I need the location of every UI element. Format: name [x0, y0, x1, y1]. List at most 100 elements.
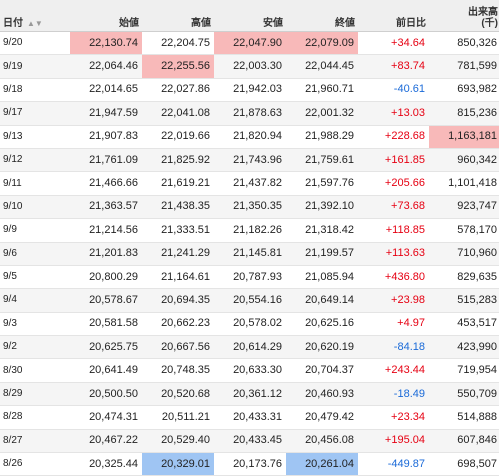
- low-cell: 22,003.30: [214, 54, 286, 79]
- volume-cell: 710,960: [429, 242, 499, 266]
- change-cell: -84.18: [358, 335, 429, 360]
- volume-cell: 693,982: [429, 78, 499, 103]
- change-cell: +13.03: [358, 101, 429, 126]
- open-cell: 20,325.44: [70, 452, 142, 476]
- high-cell: 22,027.86: [142, 78, 214, 103]
- low-cell: 21,437.82: [214, 171, 286, 196]
- open-cell: 21,214.56: [70, 218, 142, 243]
- change-cell: +34.64: [358, 31, 429, 56]
- date-cell: 9/20: [0, 31, 70, 56]
- open-cell: 21,201.83: [70, 242, 142, 266]
- close-cell: 20,649.14: [286, 288, 358, 313]
- date-column-header[interactable]: 日付 ▲▼: [0, 0, 70, 32]
- table-header-row: 日付 ▲▼ 始値 高値 安値 終値 前日比 出来高 (千): [0, 0, 499, 32]
- volume-cell: 550,709: [429, 382, 499, 407]
- change-cell: +113.63: [358, 242, 429, 266]
- table-row: 8/29 20,500.50 20,520.68 20,361.12 20,460.93…: [0, 382, 499, 407]
- volume-cell: 781,599: [429, 54, 499, 79]
- close-cell: 20,704.37: [286, 358, 358, 383]
- high-cell: 21,825.92: [142, 148, 214, 173]
- table-row: 8/30 20,641.49 20,748.35 20,633.30 20,704.37…: [0, 358, 499, 383]
- low-cell: 21,878.63: [214, 101, 286, 126]
- table-row: 8/26 20,325.44 20,329.01 20,173.76 20,261.04…: [0, 452, 499, 476]
- low-cell: 20,361.12: [214, 382, 286, 407]
- change-cell: +73.68: [358, 195, 429, 220]
- high-cell: 20,667.56: [142, 335, 214, 360]
- change-cell: -40.61: [358, 78, 429, 103]
- change-cell: -449.87: [358, 452, 429, 476]
- close-cell: 21,392.10: [286, 195, 358, 220]
- open-cell: 22,014.65: [70, 78, 142, 103]
- close-column-header: 終値: [286, 0, 358, 32]
- open-cell: 20,800.29: [70, 265, 142, 290]
- date-cell: 9/11: [0, 171, 70, 196]
- high-cell: 20,511.21: [142, 405, 214, 430]
- close-cell: 21,318.42: [286, 218, 358, 243]
- table-row: 9/6 21,201.83 21,241.29 21,145.81 21,199.57 +…: [0, 242, 499, 266]
- volume-cell: 578,170: [429, 218, 499, 243]
- close-cell: 22,001.32: [286, 101, 358, 126]
- low-column-header: 安値: [214, 0, 286, 32]
- close-cell: 21,085.94: [286, 265, 358, 290]
- low-cell: 20,433.31: [214, 405, 286, 430]
- change-column-header: 前日比: [358, 0, 429, 32]
- volume-cell: 850,326: [429, 31, 499, 56]
- volume-cell: 514,888: [429, 405, 499, 430]
- change-cell: +4.97: [358, 312, 429, 337]
- close-cell: 20,620.19: [286, 335, 358, 360]
- high-cell: 20,748.35: [142, 358, 214, 383]
- change-cell: +118.85: [358, 218, 429, 243]
- change-cell: +243.44: [358, 358, 429, 383]
- table-row: 9/11 21,466.66 21,619.21 21,437.82 21,597.76…: [0, 171, 499, 196]
- volume-cell: 515,283: [429, 288, 499, 313]
- date-cell: 9/17: [0, 101, 70, 126]
- close-cell: 22,044.45: [286, 54, 358, 79]
- low-cell: 20,173.76: [214, 452, 286, 476]
- open-cell: 21,761.09: [70, 148, 142, 173]
- high-cell: 21,241.29: [142, 242, 214, 266]
- high-cell: 22,041.08: [142, 101, 214, 126]
- date-cell: 8/30: [0, 358, 70, 383]
- open-cell: 21,363.57: [70, 195, 142, 220]
- volume-unit-label: (千): [481, 18, 498, 29]
- table-row: 9/2 20,625.75 20,667.56 20,614.29 20,620.19-…: [0, 335, 499, 360]
- open-column-header: 始値: [70, 0, 142, 32]
- date-cell: 9/5: [0, 265, 70, 290]
- table-row: 9/12 21,761.09 21,825.92 21,743.96 21,759.61…: [0, 148, 499, 173]
- date-cell: 9/12: [0, 148, 70, 173]
- table-row: 9/3 20,581.58 20,662.23 20,578.02 20,625.16 +…: [0, 312, 499, 337]
- low-cell: 20,433.45: [214, 429, 286, 454]
- change-cell: +83.74: [358, 54, 429, 79]
- date-cell: 9/3: [0, 312, 70, 337]
- date-cell: 9/18: [0, 78, 70, 103]
- date-cell: 8/26: [0, 452, 70, 476]
- table-row: 9/13 21,907.83 22,019.66 21,820.94 21,988.29…: [0, 125, 499, 149]
- date-cell: 8/27: [0, 429, 70, 454]
- close-cell: 21,988.29: [286, 125, 358, 149]
- close-cell: 20,261.04: [286, 452, 358, 476]
- close-cell: 20,456.08: [286, 429, 358, 454]
- low-cell: 20,614.29: [214, 335, 286, 360]
- volume-cell: 1,101,418: [429, 171, 499, 196]
- low-cell: 20,633.30: [214, 358, 286, 383]
- date-cell: 9/9: [0, 218, 70, 243]
- open-cell: 20,500.50: [70, 382, 142, 407]
- volume-cell: 719,954: [429, 358, 499, 383]
- table-row: 9/10 21,363.57 21,438.35 21,350.35 21,392.10…: [0, 195, 499, 220]
- table-row: 9/9 21,214.56 21,333.51 21,182.26 21,318.42 +…: [0, 218, 499, 243]
- date-cell: 9/6: [0, 242, 70, 266]
- volume-cell: 815,236: [429, 101, 499, 126]
- low-cell: 20,578.02: [214, 312, 286, 337]
- sort-icon[interactable]: ▲▼: [27, 19, 43, 28]
- date-cell: 9/4: [0, 288, 70, 313]
- change-cell: -18.49: [358, 382, 429, 407]
- table-row: 9/5 20,800.29 21,164.61 20,787.93 21,085.94 +…: [0, 265, 499, 290]
- low-cell: 22,047.90: [214, 31, 286, 56]
- low-cell: 21,182.26: [214, 218, 286, 243]
- open-cell: 22,130.74: [70, 31, 142, 56]
- volume-cell: 453,517: [429, 312, 499, 337]
- table-row: 9/19 22,064.46 22,255.56 22,003.30 22,044.45…: [0, 54, 499, 79]
- date-header-label: 日付: [3, 18, 23, 29]
- low-cell: 21,942.03: [214, 78, 286, 103]
